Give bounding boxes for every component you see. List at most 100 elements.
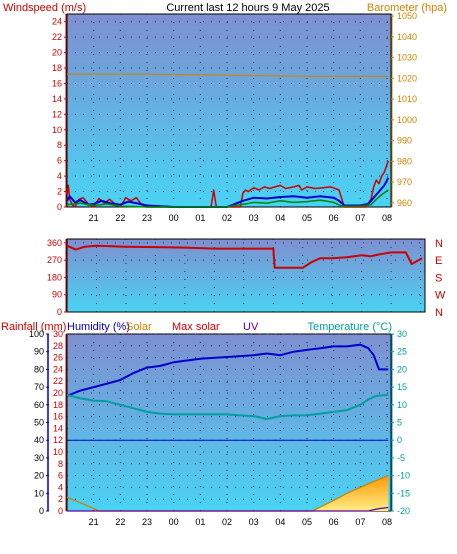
temperature-tick-label: -20 bbox=[397, 506, 410, 516]
rainfall-tick-label: 16 bbox=[53, 412, 63, 422]
uv-axis-label: UV bbox=[243, 321, 259, 333]
time-tick-label: 06 bbox=[329, 213, 339, 223]
direction-series bbox=[66, 244, 423, 269]
time-tick-label: 02 bbox=[222, 213, 232, 223]
time-tick-label: 03 bbox=[249, 213, 259, 223]
temperature-line bbox=[66, 393, 389, 420]
time-tick-label: 01 bbox=[195, 517, 205, 527]
direction-plot-area bbox=[66, 238, 426, 313]
climate-plot-area bbox=[66, 333, 392, 512]
temperature-tick-label: 20 bbox=[397, 364, 407, 374]
wind-time-ticks: 21 22 23 00 01 02 03 04 05 06 07 08 bbox=[89, 213, 392, 223]
barometer-tick-label: 1030 bbox=[397, 53, 417, 63]
wind-plot-area bbox=[66, 13, 392, 208]
time-tick-label: 03 bbox=[249, 517, 259, 527]
rainfall-tick-label: 10 bbox=[53, 447, 63, 457]
time-tick-label: 06 bbox=[329, 517, 339, 527]
barometer-tick-label: 1010 bbox=[397, 94, 417, 104]
climate-grid bbox=[67, 333, 391, 511]
chart-title: Current last 12 hours 9 May 2025 bbox=[166, 2, 329, 14]
windspeed-tick-label: 24 bbox=[52, 17, 62, 27]
temperature-tick-label: 10 bbox=[397, 400, 407, 410]
rainfall-tick-label: 0 bbox=[58, 506, 63, 516]
barometer-tick-label: 970 bbox=[397, 177, 412, 187]
windspeed-tick-label: 14 bbox=[52, 94, 62, 104]
humidity-tick-label: 40 bbox=[34, 435, 44, 445]
direction-degree-label: 360 bbox=[47, 238, 62, 248]
temperature-tick-label: 25 bbox=[397, 347, 407, 357]
solar-axis-label: Solar bbox=[126, 321, 152, 333]
humidity-ticks: 0 10 20 30 40 50 60 70 80 90 100 bbox=[29, 329, 49, 516]
rainfall-tick-label: 26 bbox=[53, 353, 63, 363]
windspeed-tick-label: 16 bbox=[52, 78, 62, 88]
rainfall-tick-label: 22 bbox=[53, 376, 63, 386]
direction-degree-ticks: 0 90 180 270 360 bbox=[47, 238, 67, 317]
windspeed-tick-label: 8 bbox=[57, 140, 62, 150]
climate-series bbox=[66, 343, 389, 512]
windspeed-tick-label: 22 bbox=[52, 32, 62, 42]
humidity-axis-label: Humidity (%) bbox=[67, 321, 130, 333]
compass-label: N bbox=[435, 307, 443, 319]
windspeed-tick-label: 10 bbox=[52, 125, 62, 135]
temperature-ticks: -20 -15 -10 -5 0 5 10 15 20 25 30 bbox=[391, 329, 410, 516]
barometer-tick-label: 980 bbox=[397, 156, 412, 166]
time-tick-label: 00 bbox=[169, 213, 179, 223]
temperature-tick-label: 15 bbox=[397, 382, 407, 392]
barometer-tick-label: 960 bbox=[397, 198, 412, 208]
direction-degree-label: 270 bbox=[47, 255, 62, 265]
barometer-tick-label: 1040 bbox=[397, 32, 417, 42]
max-solar-axis-label: Max solar bbox=[172, 321, 220, 333]
compass-label: N bbox=[435, 238, 443, 250]
temperature-tick-label: 0 bbox=[397, 435, 402, 445]
rainfall-axis-label: Rainfall (mm) bbox=[1, 321, 66, 333]
wind-direction-line bbox=[66, 244, 423, 269]
windspeed-tick-label: 12 bbox=[52, 109, 62, 119]
time-tick-label: 08 bbox=[382, 213, 392, 223]
humidity-tick-label: 90 bbox=[34, 347, 44, 357]
time-tick-label: 23 bbox=[142, 517, 152, 527]
windspeed-tick-label: 18 bbox=[52, 63, 62, 73]
wind-panel: Windspeed (m/s) Current last 12 hours 9 … bbox=[3, 2, 447, 223]
rainfall-tick-label: 18 bbox=[53, 400, 63, 410]
temperature-axis-label: Temperature (°C) bbox=[308, 321, 392, 333]
barometer-tick-label: 1050 bbox=[397, 11, 417, 21]
time-tick-label: 21 bbox=[89, 213, 99, 223]
humidity-tick-label: 80 bbox=[34, 364, 44, 374]
humidity-tick-label: 60 bbox=[34, 400, 44, 410]
time-tick-label: 23 bbox=[142, 213, 152, 223]
windspeed-tick-label: 0 bbox=[57, 202, 62, 212]
compass-label: E bbox=[435, 255, 442, 267]
rainfall-tick-label: 8 bbox=[58, 459, 63, 469]
time-tick-label: 00 bbox=[169, 517, 179, 527]
direction-degree-label: 0 bbox=[57, 307, 62, 317]
barometer-tick-label: 1020 bbox=[397, 73, 417, 83]
time-tick-label: 22 bbox=[115, 213, 125, 223]
uv-line bbox=[67, 506, 389, 512]
rainfall-tick-label: 4 bbox=[58, 482, 63, 492]
rainfall-tick-label: 30 bbox=[53, 329, 63, 339]
time-tick-label: 05 bbox=[302, 517, 312, 527]
wind-grid bbox=[67, 14, 391, 207]
climate-time-ticks: 21 22 23 00 01 02 03 04 05 06 07 08 bbox=[89, 517, 392, 527]
temperature-tick-label: 30 bbox=[397, 329, 407, 339]
humidity-line bbox=[66, 343, 389, 397]
time-tick-label: 02 bbox=[222, 517, 232, 527]
windspeed-tick-label: 2 bbox=[57, 187, 62, 197]
pressure-line bbox=[67, 73, 389, 77]
temperature-tick-label: -5 bbox=[397, 453, 405, 463]
temperature-tick-label: 5 bbox=[397, 418, 402, 428]
humidity-tick-label: 100 bbox=[29, 329, 44, 339]
time-tick-label: 08 bbox=[382, 517, 392, 527]
humidity-tick-label: 30 bbox=[34, 453, 44, 463]
humidity-tick-label: 70 bbox=[34, 382, 44, 392]
time-tick-label: 04 bbox=[275, 213, 285, 223]
barometer-tick-label: 990 bbox=[397, 136, 412, 146]
rainfall-tick-label: 20 bbox=[53, 388, 63, 398]
humidity-tick-label: 50 bbox=[34, 418, 44, 428]
humidity-tick-label: 0 bbox=[39, 506, 44, 516]
